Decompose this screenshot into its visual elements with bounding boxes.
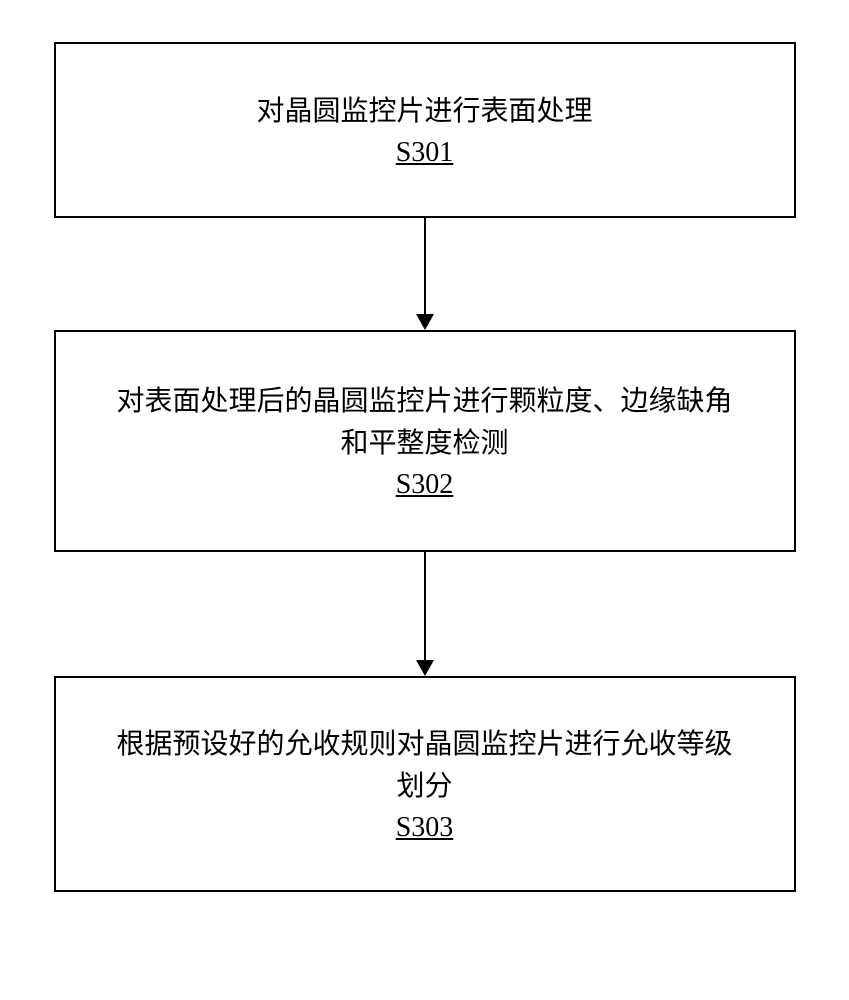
step-3-text: 根据预设好的允收规则对晶圆监控片进行允收等级划分	[115, 724, 735, 808]
step-2-id: S302	[396, 469, 454, 501]
arrow-2-head	[416, 660, 434, 676]
arrow-2	[416, 552, 434, 676]
flowchart-step-2: 对表面处理后的晶圆监控片进行颗粒度、边缘缺角和平整度检测 S302	[54, 330, 796, 552]
arrow-2-line	[424, 552, 426, 660]
step-1-id: S301	[396, 137, 454, 169]
step-1-text: 对晶圆监控片进行表面处理	[256, 91, 592, 133]
flowchart-step-3: 根据预设好的允收规则对晶圆监控片进行允收等级划分 S303	[54, 676, 796, 892]
arrow-1-head	[416, 314, 434, 330]
arrow-1	[416, 218, 434, 330]
arrow-1-line	[424, 218, 426, 314]
step-2-text: 对表面处理后的晶圆监控片进行颗粒度、边缘缺角和平整度检测	[115, 381, 735, 465]
flowchart-step-1: 对晶圆监控片进行表面处理 S301	[54, 42, 796, 218]
step-3-id: S303	[396, 812, 454, 844]
